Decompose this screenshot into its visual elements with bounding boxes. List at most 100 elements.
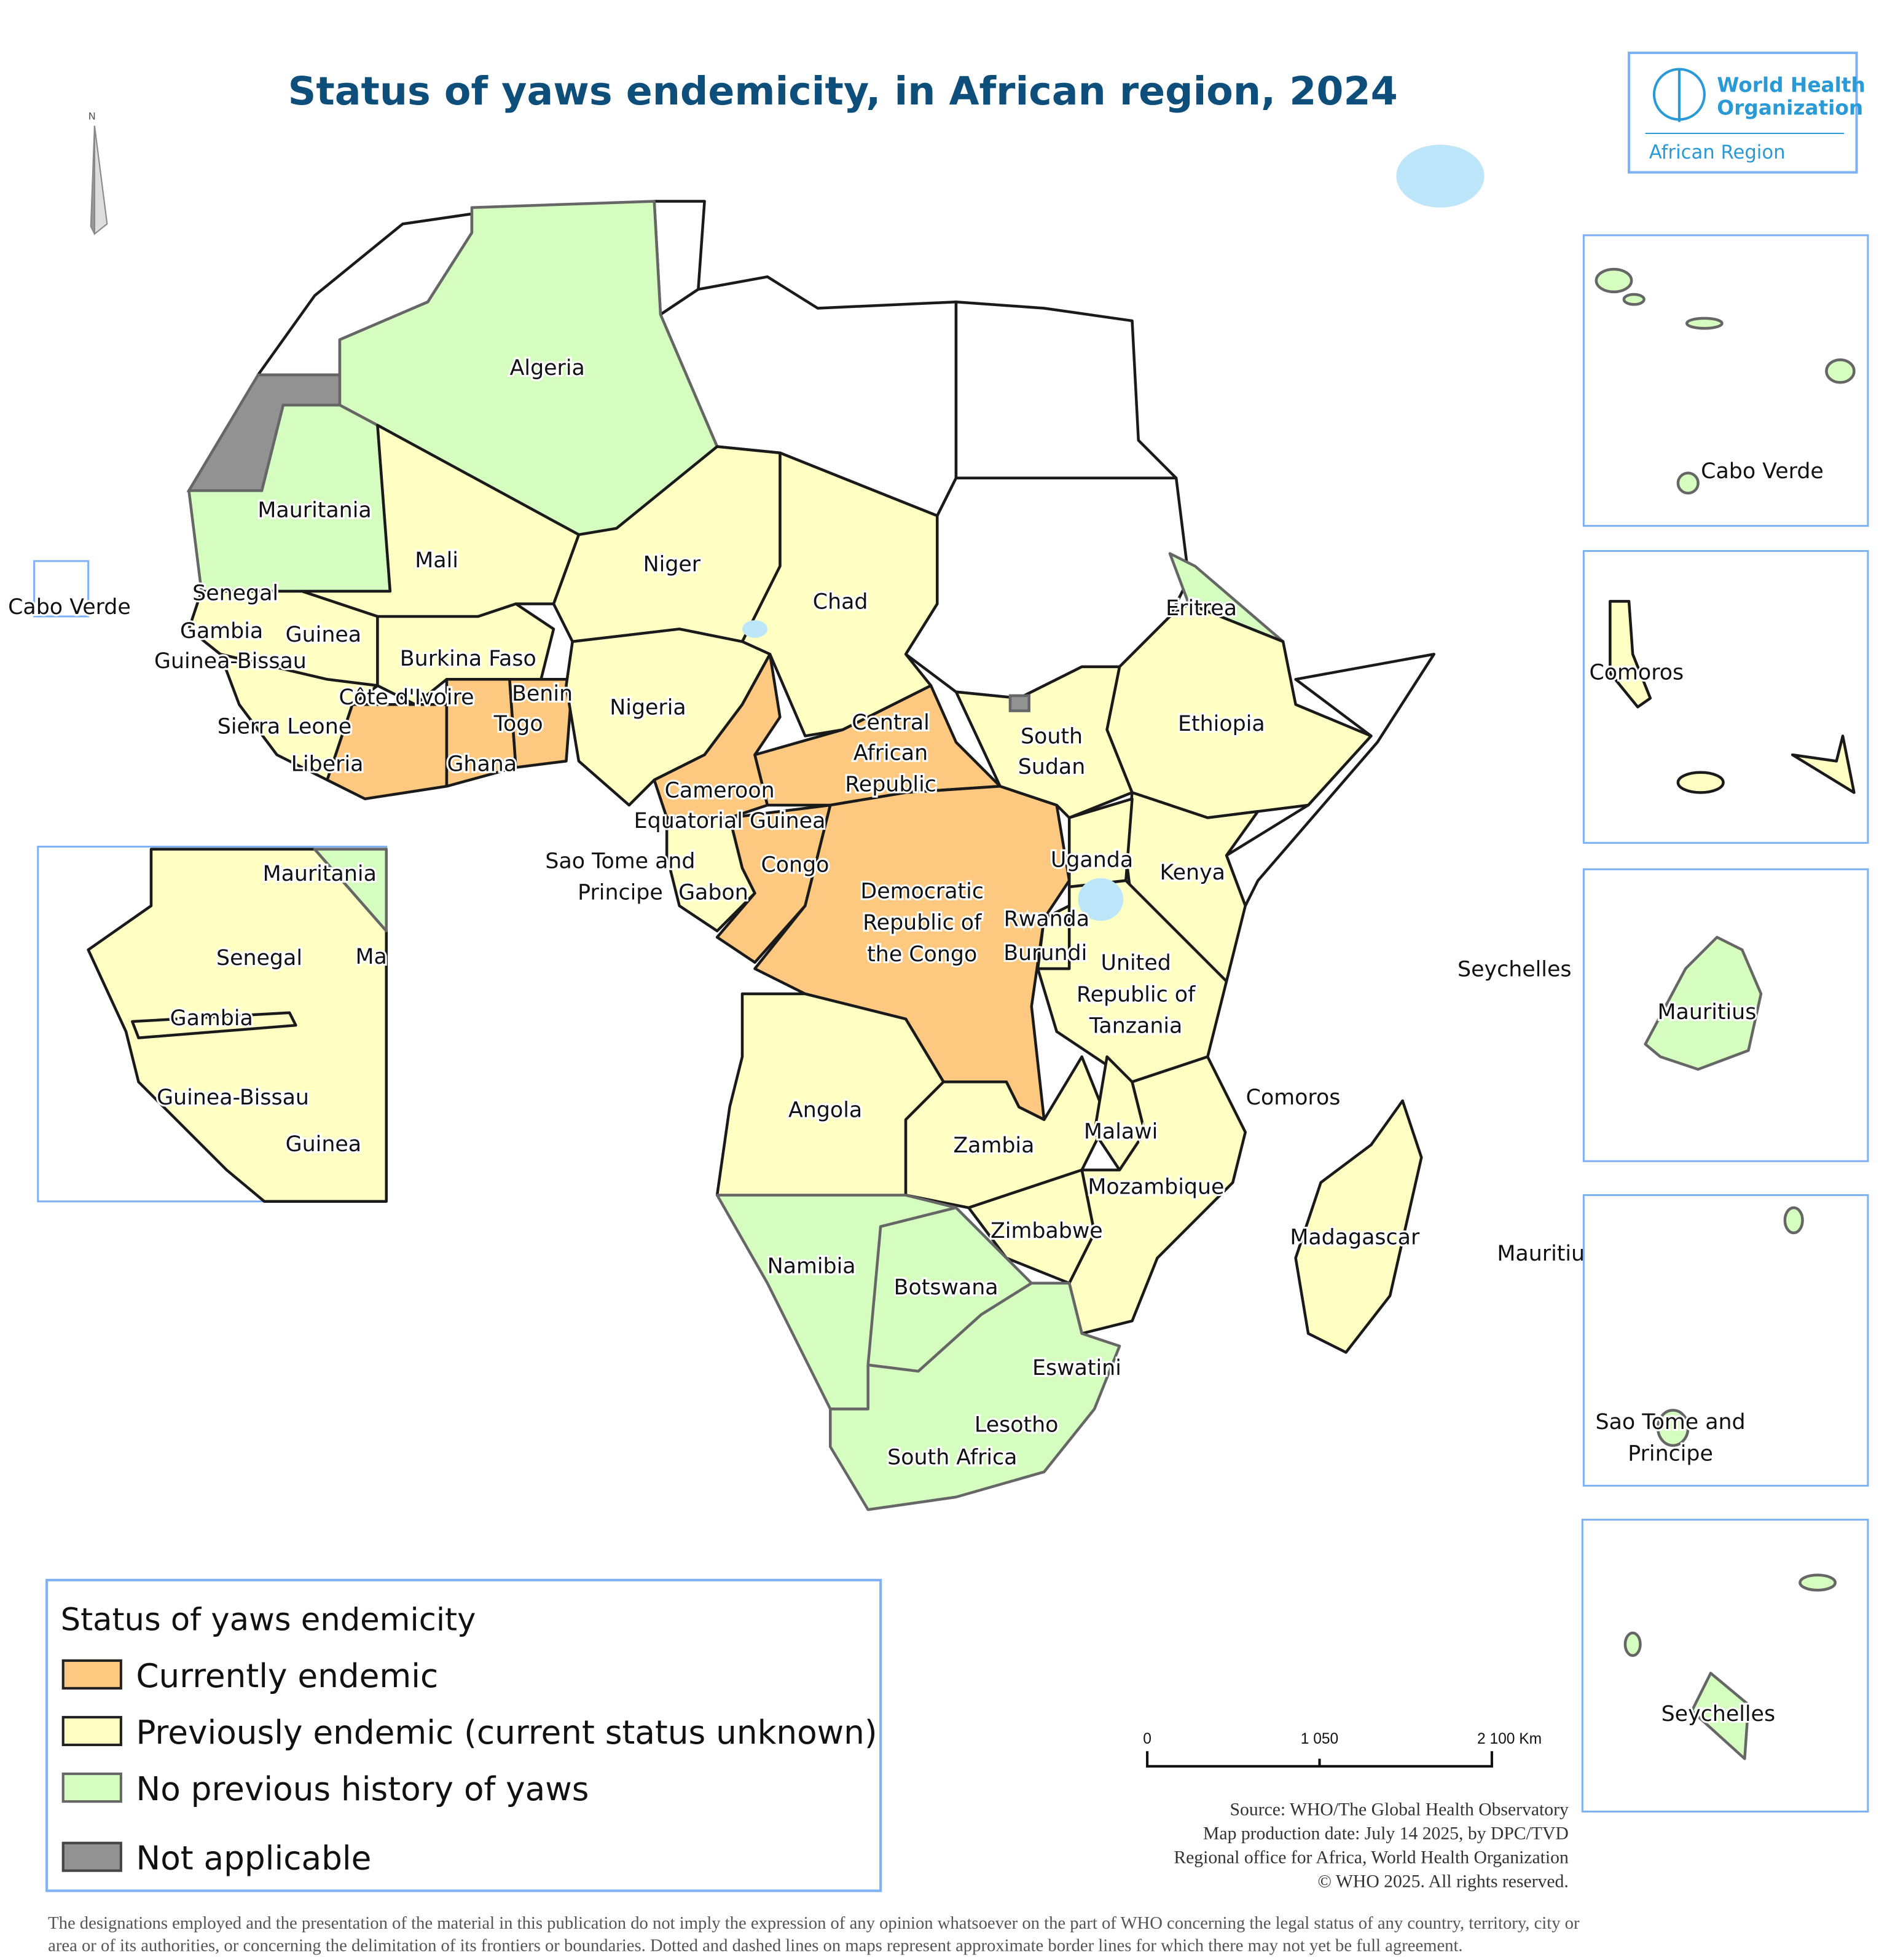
label-map-labels-tanzania-2: Tanzania bbox=[1089, 1013, 1182, 1038]
egypt bbox=[954, 300, 1178, 480]
cabo-verde-locator bbox=[33, 560, 90, 618]
madagascar bbox=[1294, 1099, 1423, 1354]
label-map-labels-guinea: Guinea bbox=[286, 623, 361, 647]
label-map-island_insets-comoros: Comoros bbox=[1589, 660, 1684, 685]
label-map-labels-tanzania-1: Republic of bbox=[1077, 982, 1196, 1007]
legend-swatch-previous bbox=[61, 1715, 122, 1747]
cabo-verde-inset: Cabo Verde bbox=[1582, 234, 1869, 527]
label-map-labels-senegal: Senegal bbox=[192, 581, 278, 605]
non-region-countries bbox=[256, 200, 1436, 907]
label-disclaimer-0: The designations employed and the presen… bbox=[48, 1913, 1580, 1933]
region-countries bbox=[186, 200, 1423, 1511]
label-map-labels-mali: Mali bbox=[415, 548, 458, 573]
label-map-west_africa_inset-mauritania: Mauritania bbox=[263, 862, 377, 886]
label-legend-items-1-label: Previously endemic (current status unkno… bbox=[136, 1714, 877, 1752]
label-map-labels-sao_tome-1: Principe bbox=[578, 881, 663, 905]
label-map-labels-tanzania-0: United bbox=[1101, 951, 1171, 975]
scale-bar: 0 1 050 2 100 Km bbox=[1143, 1731, 1542, 1768]
north-arrow-icon: N bbox=[88, 110, 108, 235]
label-map-labels-namibia: Namibia bbox=[767, 1254, 856, 1278]
label-map-labels-burundi: Burundi bbox=[1003, 941, 1087, 966]
togo-benin bbox=[508, 678, 574, 769]
label-source-3: © WHO 2025. All rights reserved. bbox=[1318, 1871, 1569, 1891]
label-map-labels-seychelles: Seychelles bbox=[1457, 957, 1571, 982]
label-logo-region: African Region bbox=[1649, 142, 1786, 163]
label-source-0: Source: WHO/The Global Health Observator… bbox=[1230, 1800, 1569, 1820]
label-map-labels-south_africa: South Africa bbox=[887, 1446, 1017, 1470]
label-source-2: Regional office for Africa, World Health… bbox=[1174, 1848, 1569, 1867]
label-scale_bar-ticks-0: 0 bbox=[1143, 1731, 1151, 1747]
label-map-labels-zimbabwe: Zimbabwe bbox=[991, 1219, 1103, 1243]
label-map-labels-kenya: Kenya bbox=[1160, 860, 1225, 885]
disclaimer: The designations employed and the presen… bbox=[48, 1913, 1580, 1956]
country-labels: Algeria Mauritania Mali Niger Chad Seneg… bbox=[6, 354, 1587, 1472]
label-map-labels-congo: Congo bbox=[761, 852, 829, 877]
label-map-labels-rwanda: Rwanda bbox=[1004, 907, 1089, 931]
label-map-labels-south_sudan-0: South bbox=[1021, 725, 1083, 749]
label-map-labels-niger: Niger bbox=[643, 552, 701, 577]
who-logo: World Health Organization African Region bbox=[1627, 51, 1865, 174]
label-map-labels-car-0: Central bbox=[852, 710, 930, 735]
legend-swatch-endemic bbox=[61, 1659, 122, 1690]
label-map-labels-burkina_faso: Burkina Faso bbox=[400, 647, 536, 671]
label-map-west_africa_inset-guinea: Guinea bbox=[286, 1132, 361, 1157]
seychelles-inset: Seychelles bbox=[1581, 1519, 1869, 1813]
label-scale_bar-ticks-1: 1 050 bbox=[1301, 1731, 1338, 1747]
label-map-west_africa_inset-mali_partial: Ma bbox=[356, 945, 387, 969]
label-map-island_insets-sao_tome-1: Principe bbox=[1628, 1441, 1713, 1466]
label-legend-items-2-label: No previous history of yaws bbox=[136, 1770, 589, 1808]
label-map-labels-car-1: African bbox=[853, 741, 928, 765]
label-map-labels-uganda: Uganda bbox=[1051, 848, 1133, 872]
label-map-labels-madagascar: Madagascar bbox=[1290, 1225, 1420, 1250]
label-map-labels-sierra_leone: Sierra Leone bbox=[218, 714, 351, 739]
label-map-labels-mauritius: Mauritiu bbox=[1497, 1242, 1585, 1266]
label-map-labels-drc-1: Republic of bbox=[863, 911, 982, 935]
label-map-labels-guinea_bissau: Guinea-Bissau bbox=[154, 649, 307, 674]
label-map-labels-south_sudan-1: Sudan bbox=[1018, 755, 1086, 779]
label-map-island_insets-sao_tome-0: Sao Tome and bbox=[1596, 1410, 1746, 1435]
label-map-labels-eritrea: Eritrea bbox=[1166, 596, 1237, 621]
niger bbox=[552, 445, 782, 643]
lake-chad bbox=[742, 620, 767, 638]
label-map-labels-comoros: Comoros bbox=[1246, 1085, 1341, 1110]
label-source-1: Map production date: July 14 2025, by DP… bbox=[1203, 1824, 1569, 1844]
label-map-labels-ethiopia: Ethiopia bbox=[1178, 712, 1265, 736]
label-map-labels-algeria: Algeria bbox=[510, 356, 585, 380]
label-map-island_insets-seychelles: Seychelles bbox=[1661, 1702, 1775, 1726]
west-africa-inset: Mauritania Ma Senegal Gambia Guinea-Biss… bbox=[37, 845, 389, 1203]
label-map-labels-cabo_verde: Cabo Verde bbox=[8, 595, 131, 620]
label-map-west_africa_inset-gambia: Gambia bbox=[170, 1006, 253, 1031]
legend-swatch-na bbox=[61, 1841, 122, 1872]
label-map-island_insets-mauritius: Mauritius bbox=[1658, 1000, 1757, 1025]
source-note: Source: WHO/The Global Health Observator… bbox=[1174, 1800, 1569, 1892]
south-africa bbox=[829, 1281, 1121, 1511]
label-map-labels-angola: Angola bbox=[788, 1098, 862, 1123]
kenya bbox=[1124, 791, 1260, 983]
label-map-labels-sao_tome-0: Sao Tome and bbox=[545, 849, 695, 873]
label-map-labels-drc-2: the Congo bbox=[867, 942, 977, 967]
label-legend-items-0-label: Currently endemic bbox=[136, 1657, 438, 1695]
label-logo-line2: Organization bbox=[1717, 96, 1863, 119]
abyei-area bbox=[1008, 694, 1030, 712]
label-map-labels-eswatini: Eswatini bbox=[1032, 1356, 1121, 1380]
label-map-labels-gabon: Gabon bbox=[678, 881, 748, 905]
lake-water bbox=[1396, 144, 1485, 208]
mauritius-inset: Mauritius bbox=[1582, 868, 1869, 1162]
label-legend-items-3-label: Not applicable bbox=[136, 1840, 371, 1878]
label-map-labels-cote_divoire: Côte d'Ivoire bbox=[339, 685, 474, 710]
lake-victoria bbox=[1078, 878, 1124, 921]
label-map-labels-car-2: Republic bbox=[845, 772, 936, 797]
label-map-west_africa_inset-senegal: Senegal bbox=[216, 946, 302, 970]
label-map-labels-liberia: Liberia bbox=[291, 752, 364, 777]
label-disclaimer-1: area or of its authorities, or concernin… bbox=[48, 1936, 1462, 1956]
label-map-labels-chad: Chad bbox=[813, 590, 868, 615]
north-label: N bbox=[88, 110, 96, 122]
legend: Status of yaws endemicity Currently ende… bbox=[45, 1578, 882, 1892]
label-legend-title: Status of yaws endemicity bbox=[61, 1602, 476, 1639]
label-logo-line1: World Health bbox=[1717, 73, 1865, 96]
label-map-west_africa_inset-guinea_bissau: Guinea-Bissau bbox=[157, 1085, 309, 1110]
label-map-labels-gambia: Gambia bbox=[180, 619, 263, 643]
cote-divoire bbox=[326, 703, 449, 801]
